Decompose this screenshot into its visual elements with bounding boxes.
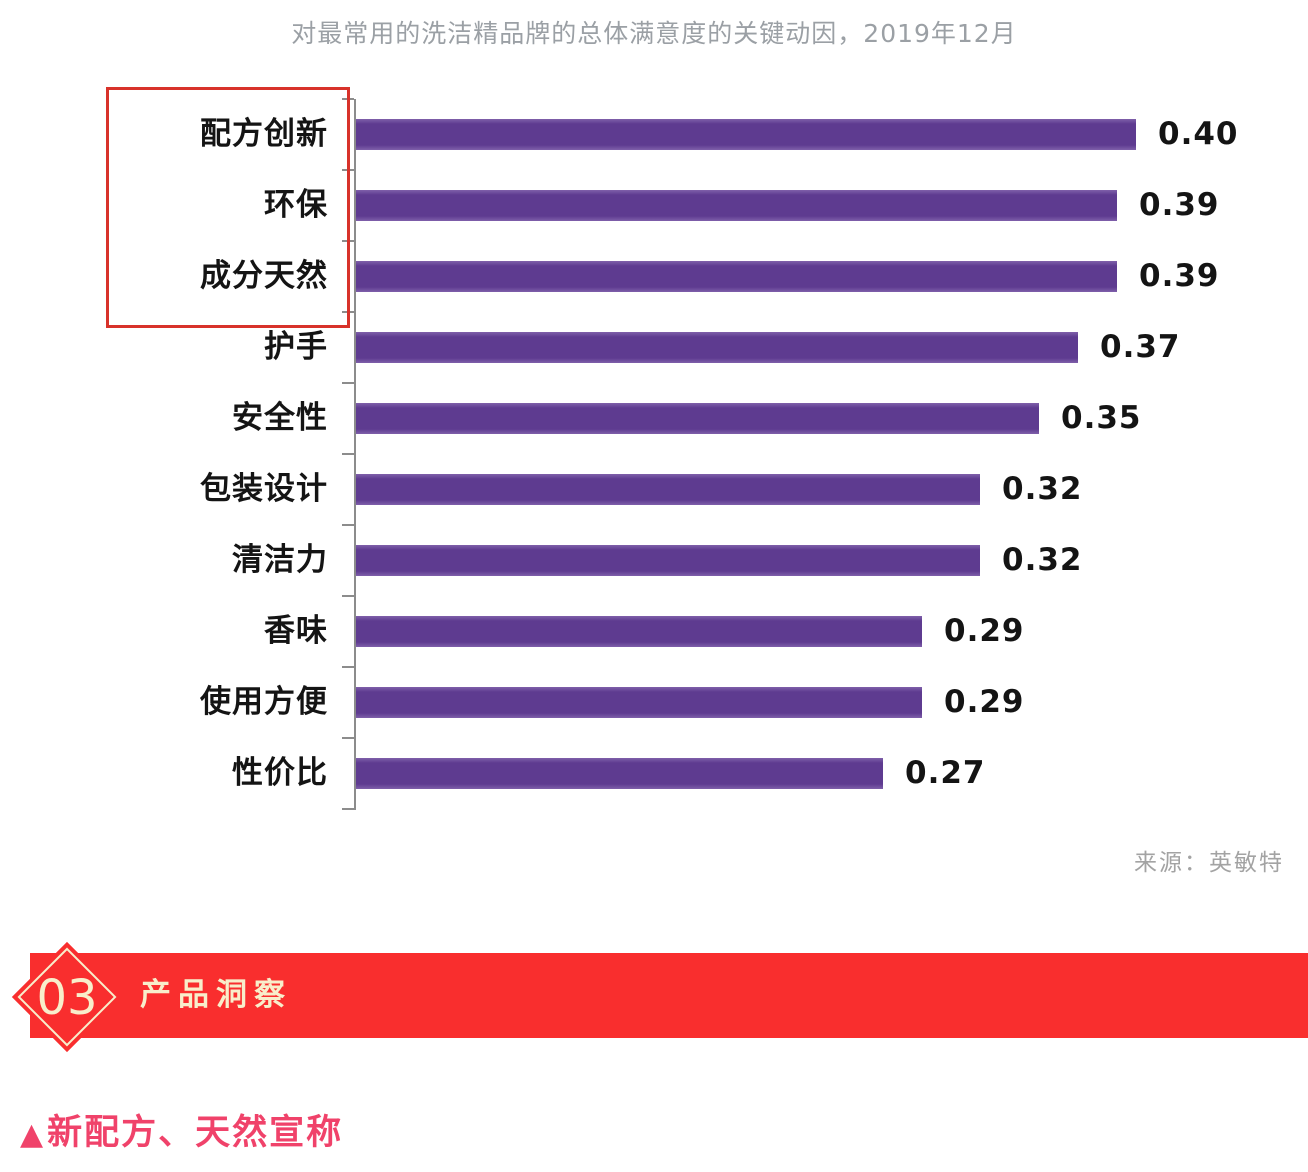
bar [356,261,1117,292]
axis-tick [342,808,354,810]
value-label: 0.32 [1002,471,1083,507]
axis-tick [342,524,354,526]
bar [356,190,1117,221]
axis-tick [342,666,354,668]
category-label: 环保 [264,187,328,223]
axis-tick [342,595,354,597]
bar-row: 成分天然 0.39 [0,241,1308,312]
bar-row: 安全性 0.35 [0,383,1308,454]
value-label: 0.29 [944,613,1025,649]
bar [356,403,1039,434]
bar [356,616,922,647]
category-label: 护手 [264,329,328,365]
section-banner: 产品洞察 [30,953,1308,1038]
value-label: 0.35 [1061,400,1142,436]
bar-row: 清洁力 0.32 [0,525,1308,596]
subsection-heading-text: 新配方、天然宣称 [47,1113,344,1153]
bar-row: 护手 0.37 [0,312,1308,383]
source-note: 来源：英敏特 [1134,850,1284,876]
value-label: 0.37 [1100,329,1181,365]
y-axis-line [354,99,356,810]
value-label: 0.29 [944,684,1025,720]
bar [356,758,883,789]
value-label: 0.40 [1158,116,1239,152]
value-label: 0.39 [1139,187,1220,223]
category-label: 性价比 [232,755,328,791]
category-label: 成分天然 [200,258,328,294]
category-label: 安全性 [232,400,328,436]
section-number: 03 [36,970,98,1026]
section-banner-title: 产品洞察 [140,977,292,1013]
bar [356,332,1078,363]
bar-row: 包装设计 0.32 [0,454,1308,525]
bar-row: 使用方便 0.29 [0,667,1308,738]
bar-row: 配方创新 0.40 [0,99,1308,170]
chart-title: 对最常用的洗洁精品牌的总体满意度的关键动因，2019年12月 [291,19,1017,48]
axis-tick [342,453,354,455]
axis-tick [342,382,354,384]
category-label: 包装设计 [200,471,328,507]
value-label: 0.27 [905,755,986,791]
bar [356,119,1136,150]
triangle-icon: ▲ [20,1117,46,1152]
bar-row: 性价比 0.27 [0,738,1308,809]
category-label: 清洁力 [232,542,328,578]
value-label: 0.32 [1002,542,1083,578]
value-label: 0.39 [1139,258,1220,294]
bar [356,687,922,718]
category-label: 使用方便 [200,684,328,720]
bar-row: 环保 0.39 [0,170,1308,241]
bar-row: 香味 0.29 [0,596,1308,667]
category-label: 配方创新 [200,116,328,152]
category-label: 香味 [264,613,328,649]
subsection-heading: ▲新配方、天然宣称 [20,1104,343,1155]
bar [356,545,980,576]
axis-tick [342,737,354,739]
bar [356,474,980,505]
